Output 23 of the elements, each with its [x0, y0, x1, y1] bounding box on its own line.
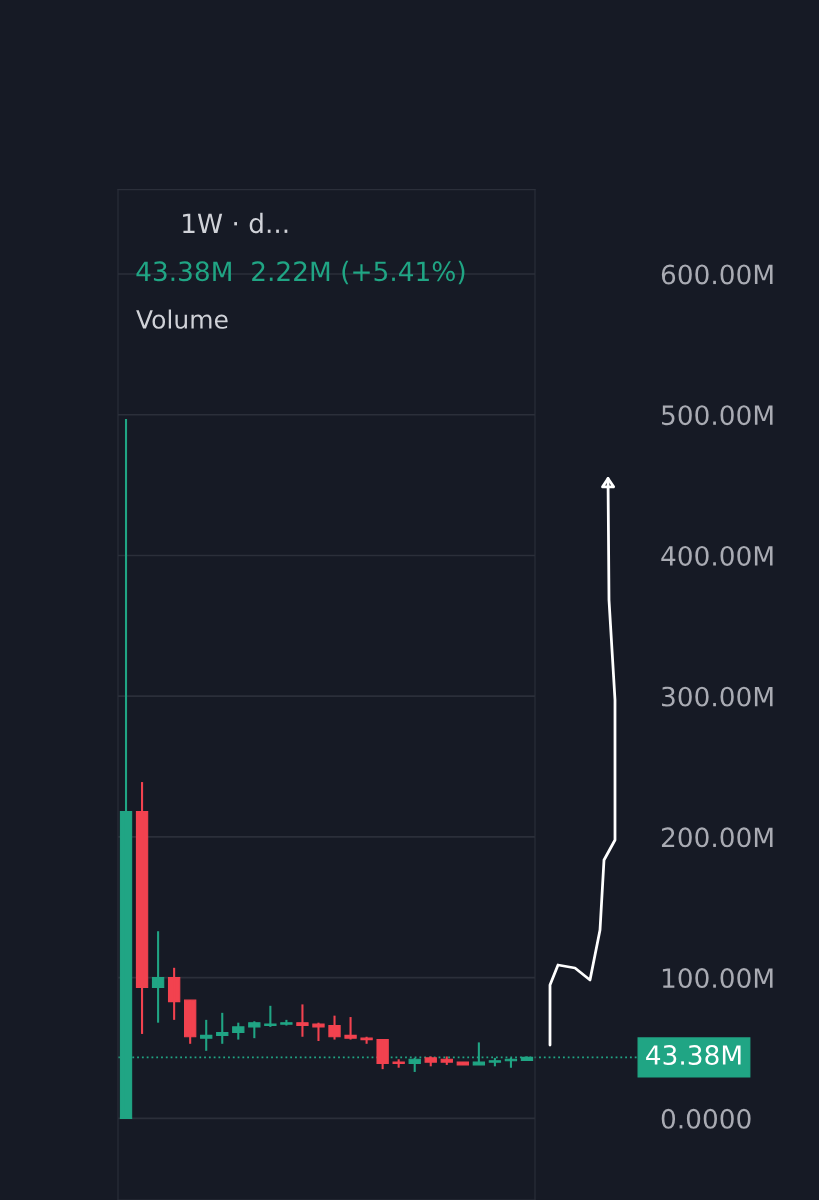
- candlestick: [344, 1016, 357, 1041]
- candlestick: [312, 1021, 325, 1043]
- y-tick-label: 200.00M: [661, 827, 773, 848]
- candlestick: [296, 1003, 309, 1038]
- candlestick: [264, 1004, 277, 1028]
- candlestick: [376, 1038, 389, 1071]
- annotation: 43.38M 2.22M (+5.41%): [136, 260, 465, 285]
- candlestick: [248, 1020, 261, 1040]
- y-tick-label: 0.0000: [661, 1108, 751, 1129]
- y-tick-label: 300.00M: [662, 686, 773, 707]
- candlestick: [424, 1055, 437, 1068]
- candlestick: [280, 1018, 293, 1027]
- y-tick-label: 400.00M: [661, 545, 773, 566]
- annotation: Volume: [136, 309, 228, 329]
- y-tick-label: 100.00M: [662, 968, 773, 989]
- candlestick: [456, 1061, 469, 1066]
- ref-line-label: 43.38M: [646, 1045, 741, 1065]
- annotation: 1W · d...: [183, 212, 288, 234]
- candlestick: [232, 1021, 245, 1041]
- candlestick: [392, 1058, 405, 1069]
- y-tick-label: 500.00M: [662, 405, 773, 426]
- candlestick: [216, 1011, 229, 1045]
- y-tick-label: 600.00M: [661, 264, 773, 285]
